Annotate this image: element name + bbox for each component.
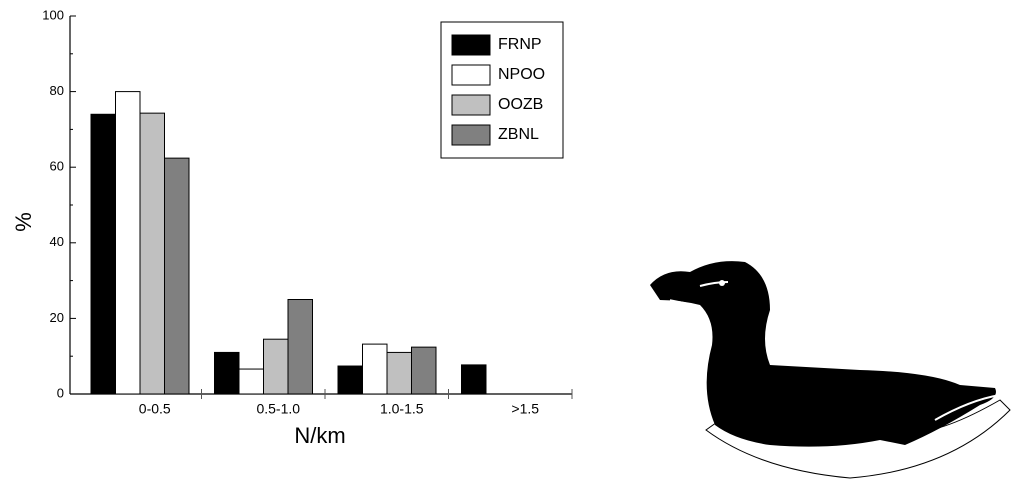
bar xyxy=(411,346,437,395)
bird-illustration xyxy=(650,261,1011,479)
y-tick-label: 100 xyxy=(42,7,64,22)
legend-swatch xyxy=(451,124,491,146)
y-tick-label: 80 xyxy=(50,83,64,98)
bar xyxy=(164,157,190,395)
bar xyxy=(362,343,388,395)
x-tick-label: >1.5 xyxy=(511,401,539,417)
y-tick-label: 20 xyxy=(50,310,64,325)
legend-swatch xyxy=(451,64,491,86)
bar xyxy=(238,368,264,395)
bar xyxy=(263,338,289,395)
legend-label: NPOO xyxy=(498,66,545,83)
bar xyxy=(139,112,165,395)
bar xyxy=(214,351,240,395)
bar xyxy=(115,91,141,395)
bar xyxy=(386,351,412,395)
x-tick-label: 0-0.5 xyxy=(139,401,171,417)
x-tick-label: 1.0-1.5 xyxy=(380,401,424,417)
y-tick-label: 40 xyxy=(50,234,64,249)
bar xyxy=(287,299,313,395)
x-tick-label: 0.5-1.0 xyxy=(256,401,300,417)
legend-label: ZBNL xyxy=(498,126,539,143)
legend-swatch xyxy=(451,34,491,56)
y-tick-label: 60 xyxy=(50,159,64,174)
bar xyxy=(337,365,363,395)
x-axis-label: N/km xyxy=(294,423,345,448)
legend-label: OOZB xyxy=(498,96,543,113)
y-tick-label: 0 xyxy=(57,385,64,400)
legend-swatch xyxy=(451,94,491,116)
y-axis-label: % xyxy=(11,212,36,232)
legend-label: FRNP xyxy=(498,36,542,53)
bar xyxy=(90,113,116,395)
bar xyxy=(461,364,487,395)
